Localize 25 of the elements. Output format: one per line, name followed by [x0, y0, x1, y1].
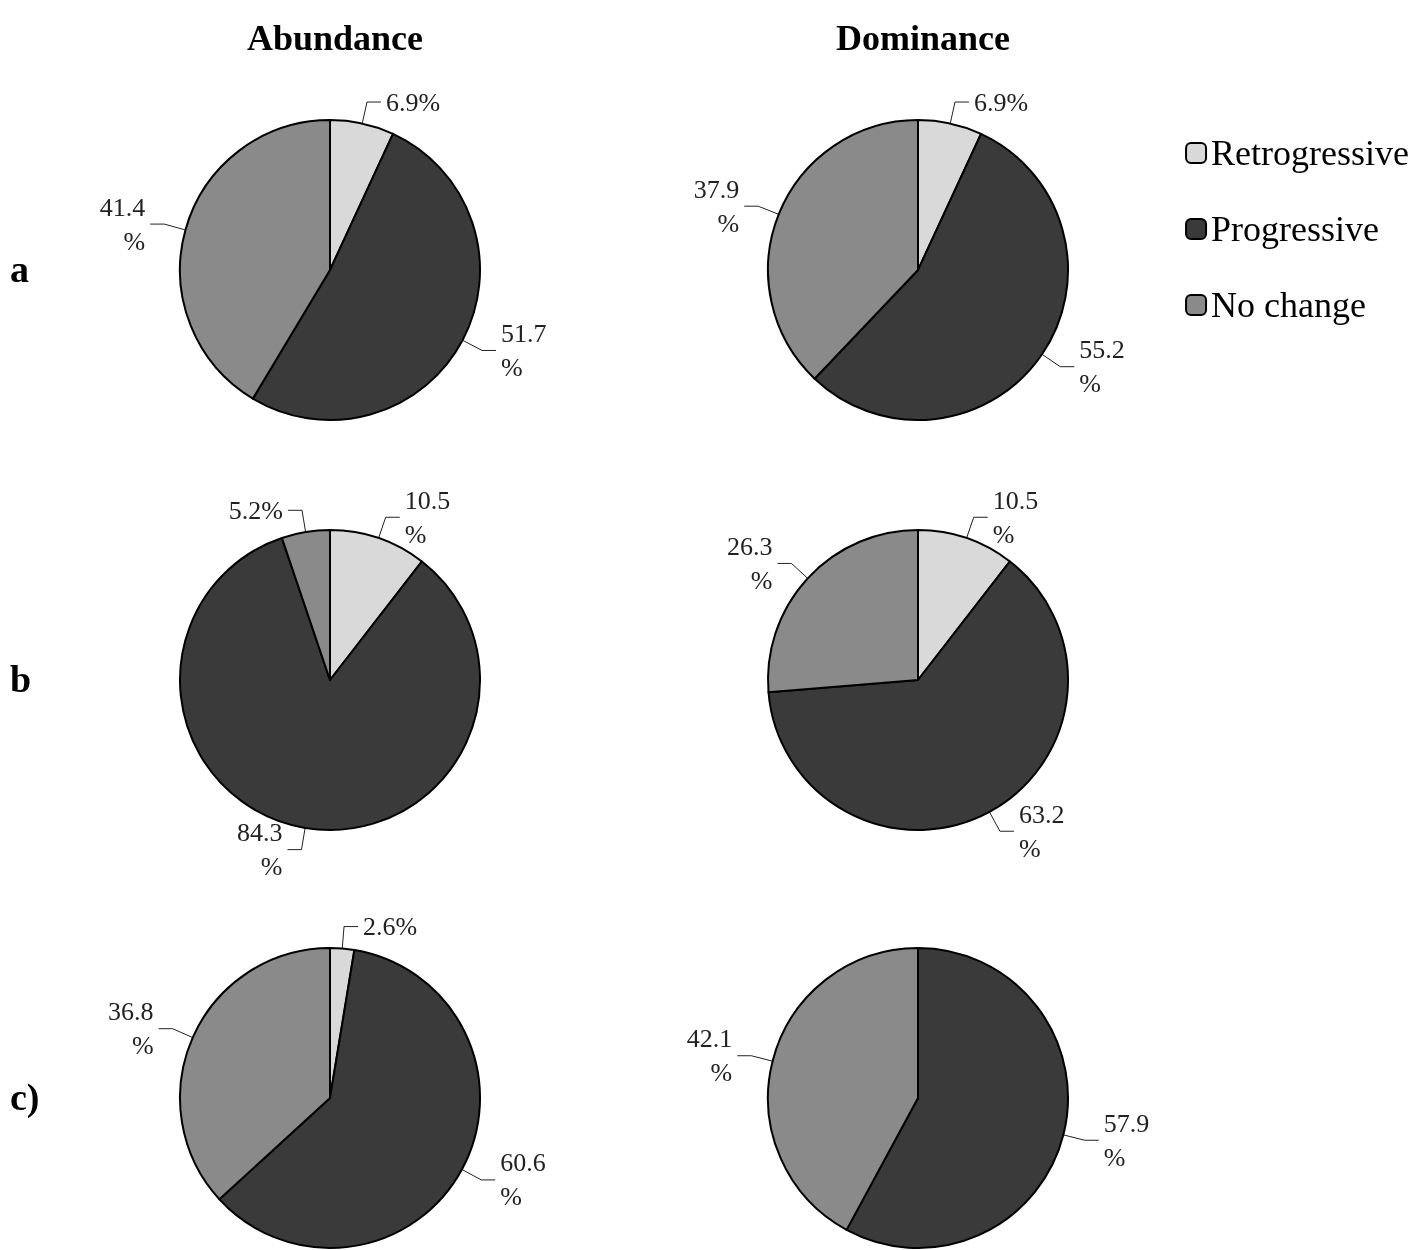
data-label: 6.9%: [973, 87, 1029, 117]
data-label: 41.4 %: [99, 192, 146, 256]
chart-title: Abundance: [246, 18, 424, 58]
data-label: 55.2 %: [1079, 335, 1125, 399]
legend-label: Retrogressive: [1211, 133, 1410, 173]
text: a: [10, 248, 29, 290]
data-label: 5.2%: [228, 495, 284, 525]
legend-label: No change: [1211, 285, 1366, 325]
data-label: 42.1 %: [686, 1024, 733, 1088]
data-label: 36.8 %: [108, 997, 154, 1061]
text: b: [10, 658, 32, 700]
data-label: 26.3 %: [727, 531, 773, 595]
data-label: 51.7 %: [501, 318, 547, 382]
data-label: 37.9 %: [693, 174, 740, 238]
data-label: 63.2 %: [1018, 799, 1065, 863]
data-label: 10.5 %: [992, 485, 1039, 549]
data-label: 2.6%: [363, 912, 418, 942]
data-label: 6.9%: [385, 87, 441, 117]
data-label: 84.3 %: [236, 818, 283, 882]
data-label: 57.9 %: [1103, 1108, 1150, 1172]
chart-title: Dominance: [836, 18, 1011, 58]
legend-label: Progressive: [1211, 209, 1380, 249]
data-label: 60.6 %: [500, 1148, 546, 1212]
data-label: 10.5 %: [404, 485, 451, 549]
text: c): [10, 1076, 40, 1119]
